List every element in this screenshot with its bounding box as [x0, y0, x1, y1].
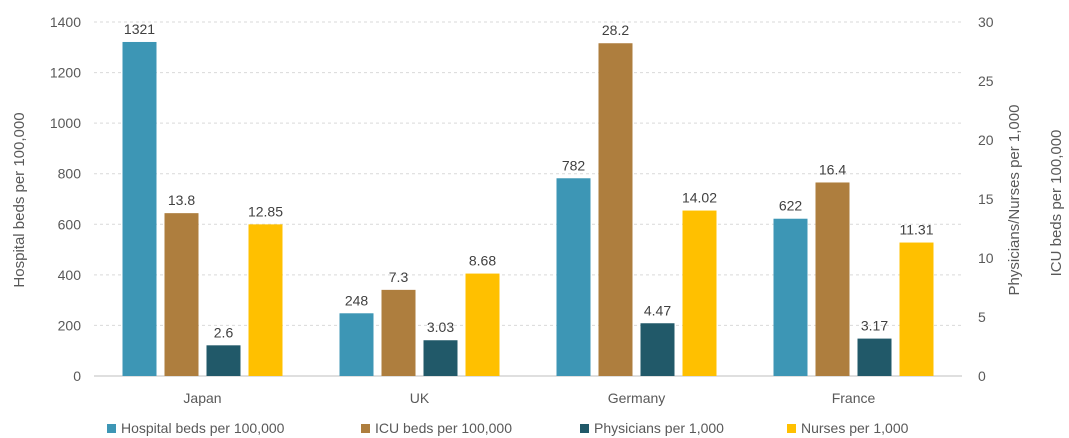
legend-label: Nurses per 1,000 [801, 420, 909, 436]
left-tick-label: 800 [58, 166, 82, 182]
legend-item-icu-beds: ICU beds per 100,000 [361, 420, 512, 436]
bar [465, 273, 500, 376]
data-label: 248 [345, 292, 369, 308]
left-tick-label: 400 [58, 267, 82, 283]
legend-swatch [107, 423, 116, 433]
category-label: Germany [608, 390, 666, 406]
bar [682, 210, 717, 376]
bar [122, 41, 157, 377]
legend-item-nurses: Nurses per 1,000 [787, 420, 908, 436]
right-axis-title-2: ICU beds per 100,000 [1048, 130, 1065, 277]
left-tick-label: 1200 [50, 65, 81, 81]
right-axis-ticks: 0 5 10 15 20 25 30 [978, 14, 994, 384]
right-tick-label: 10 [978, 250, 994, 266]
left-axis-title: Hospital beds per 100,000 [11, 112, 28, 287]
gridlines [94, 21, 962, 377]
data-label: 7.3 [389, 269, 409, 285]
data-label: 13.8 [168, 192, 195, 208]
left-tick-label: 200 [58, 317, 82, 333]
category-labels: Japan UK Germany France [183, 390, 875, 406]
data-label: 14.02 [682, 190, 717, 206]
bars [122, 41, 934, 377]
data-label: 4.47 [644, 302, 671, 318]
bar [164, 213, 199, 376]
right-axis-title: Physicians/Nurses per 1,000 [1006, 105, 1023, 296]
left-tick-label: 1000 [50, 115, 81, 131]
legend-swatch [787, 423, 796, 433]
category-label: UK [410, 390, 430, 406]
legend-swatch [361, 423, 370, 433]
bar [556, 178, 591, 376]
right-tick-label: 25 [978, 73, 994, 89]
left-axis-ticks: 0 200 400 600 800 1000 1200 1400 [50, 14, 81, 384]
left-tick-label: 1400 [50, 14, 81, 30]
right-tick-label: 0 [978, 368, 986, 384]
category-label: Japan [183, 390, 221, 406]
bar [640, 323, 675, 376]
legend-item-physicians: Physicians per 1,000 [580, 420, 724, 436]
data-label: 16.4 [819, 161, 846, 177]
right-tick-label: 5 [978, 309, 986, 325]
bar [899, 242, 934, 376]
data-labels: 1321 13.8 2.6 12.85 248 7.3 3.03 8.68 782 28.2 4.4… [124, 21, 934, 340]
category-label: France [832, 390, 876, 406]
bar [381, 289, 416, 376]
data-label: 11.31 [900, 222, 934, 238]
data-label: 622 [779, 198, 803, 214]
left-tick-label: 600 [58, 216, 82, 232]
bar [206, 345, 241, 376]
bar [857, 338, 892, 376]
bar [248, 224, 283, 376]
bar [815, 182, 850, 376]
data-label: 1321 [124, 21, 155, 37]
data-label: 8.68 [469, 253, 496, 269]
legend-label: Hospital beds per 100,000 [121, 420, 285, 436]
bar [598, 43, 633, 377]
data-label: 2.6 [214, 324, 234, 340]
legend: Hospital beds per 100,000 ICU beds per 1… [0, 418, 1069, 438]
left-tick-label: 0 [73, 368, 81, 384]
data-label: 3.17 [861, 318, 888, 334]
right-tick-label: 20 [978, 132, 994, 148]
legend-label: Physicians per 1,000 [594, 420, 724, 436]
bar [339, 313, 374, 376]
legend-label: ICU beds per 100,000 [375, 420, 512, 436]
bar-chart: 0 200 400 600 800 1000 1200 1400 0 5 10 15 20 25 30 1… [11, 14, 1065, 406]
right-tick-label: 30 [978, 14, 994, 30]
data-label: 3.03 [427, 319, 454, 335]
data-label: 28.2 [602, 22, 629, 38]
right-tick-label: 15 [978, 191, 994, 207]
bar [423, 340, 458, 376]
data-label: 782 [562, 157, 586, 173]
data-label: 12.85 [248, 203, 283, 219]
bar [773, 218, 808, 376]
legend-swatch [580, 423, 589, 433]
legend-item-hospital-beds: Hospital beds per 100,000 [107, 420, 284, 436]
